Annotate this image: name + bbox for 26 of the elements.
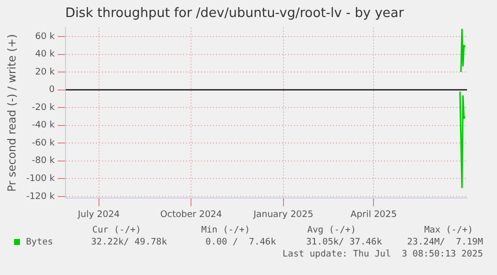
y-tick-label: -120 k	[26, 192, 56, 202]
y-tick-label: -100 k	[26, 174, 56, 184]
x-tick-label: July 2024	[76, 210, 120, 220]
text: Avg (-/+)	[307, 225, 356, 236]
x-tick-label: April 2025	[350, 210, 397, 220]
y-tick-label: 20 k	[35, 67, 56, 78]
y-tick-label: 40 k	[35, 50, 56, 60]
text: Cur (-/+)	[92, 225, 141, 236]
chart-title: Disk throughput for /dev/ubuntu-vg/root-lv - by year	[65, 6, 404, 22]
y-tick-label: 60 k	[35, 32, 56, 42]
text: 0.00 / 7.46k	[206, 237, 277, 248]
text: 32.22k/ 49.78k	[91, 237, 168, 248]
text: Max (-/+)	[424, 225, 473, 236]
x-tick-label: October 2024	[160, 210, 222, 220]
y-tick-label: -80 k	[32, 156, 56, 166]
y-tick-label: -40 k	[32, 120, 56, 131]
text: Last update: Thu Jul 3 08:50:13 2025	[282, 249, 483, 260]
y-tick-label: -20 k	[32, 102, 56, 113]
y-tick-label: -60 k	[32, 138, 56, 148]
x-tick-label: January 2025	[252, 210, 314, 220]
text: Min (-/+)	[201, 225, 250, 236]
text: 23.24M/ 7.19M	[407, 237, 484, 248]
legend-label: Bytes	[26, 237, 54, 248]
text: 31.05k/ 37.46k	[306, 237, 383, 248]
y-tick-label: 0	[48, 85, 55, 96]
y-axis-title: Pr second read (-) / write (+)	[5, 34, 18, 192]
